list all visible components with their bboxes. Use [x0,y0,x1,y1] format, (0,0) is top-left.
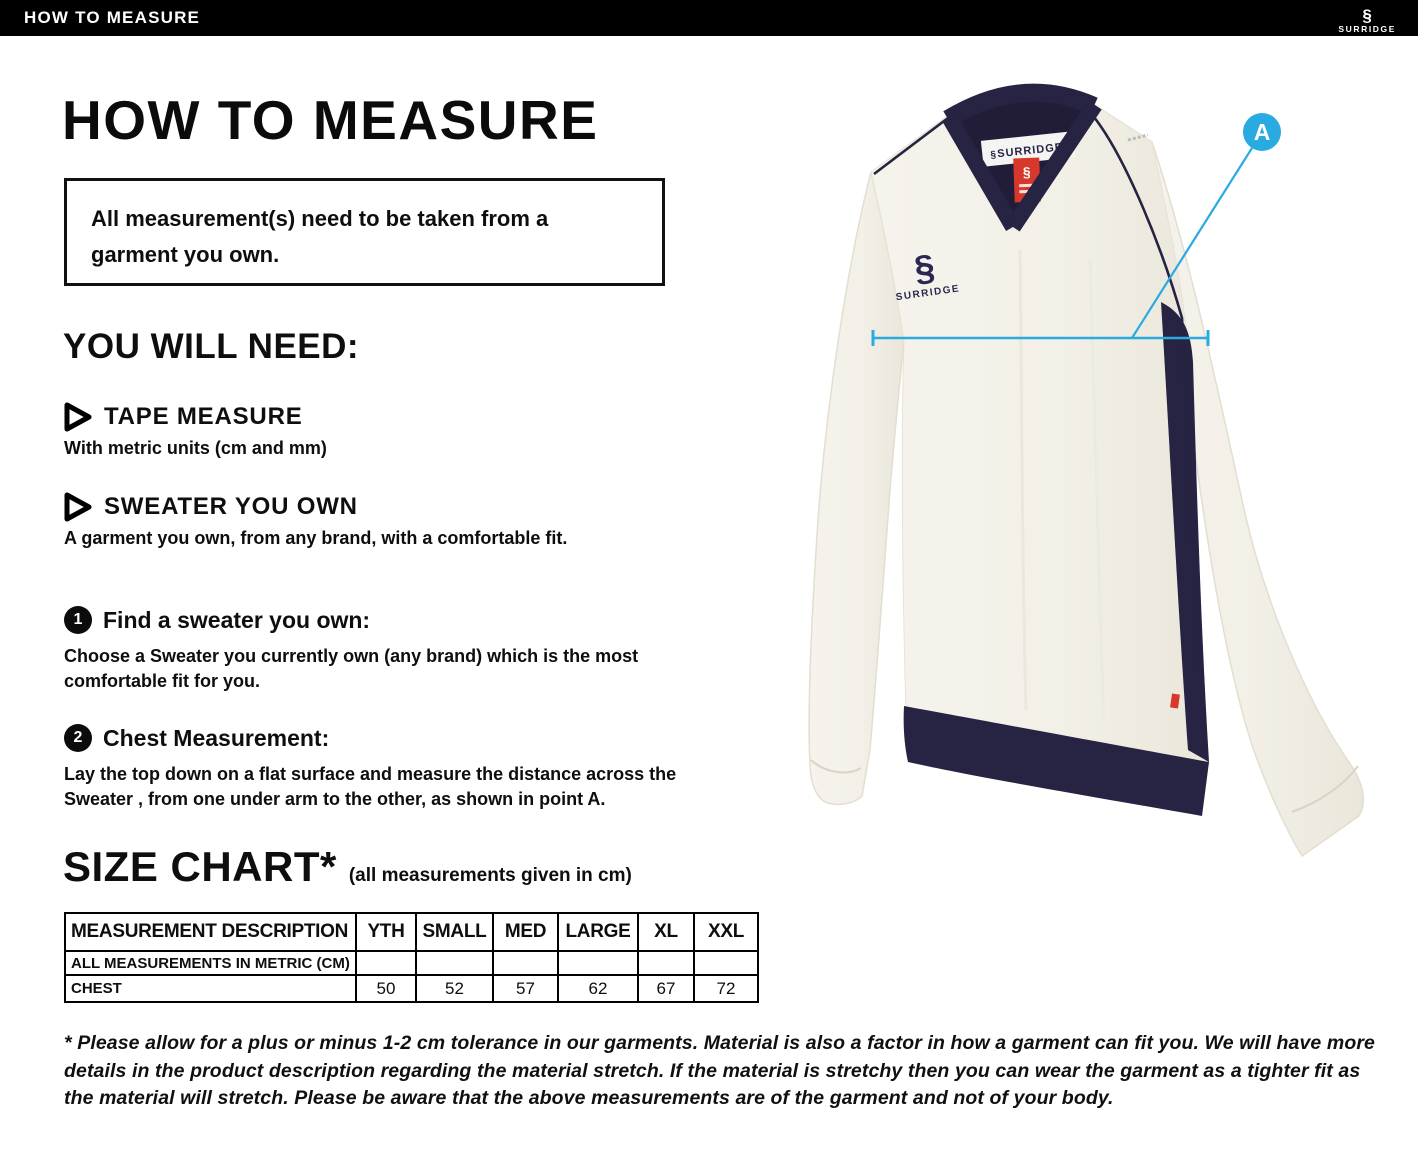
sweater-illustration: § SURRIDGE § § § SURRIDGE A [808,83,1365,858]
measurement-overlay: A [871,113,1281,346]
shoulder-stitching [1127,133,1149,142]
marker-leader-line [1131,147,1253,339]
neck-label-glyph-left: § [990,149,997,161]
navy-side-panel [1161,302,1209,762]
fabric-fold [1088,259,1106,719]
header-cell: MED [492,912,559,952]
value-cell [415,950,494,976]
need-item-description: A garment you own, from any brand, with … [64,528,568,548]
top-bar: HOW TO MEASURE § SURRIDGE [0,0,1418,36]
value-cell: 62 [557,974,639,1003]
header-cell: XXL [693,912,759,952]
value-cell: 52 [415,974,494,1003]
value-cell [637,950,695,976]
triangle-bullet-icon [64,492,92,522]
size-chart-title: SIZE CHART* [63,843,337,890]
step-description: Choose a Sweater you currently own (any … [64,646,639,691]
step-2: 2 Chest Measurement: Lay the top down on… [64,724,724,812]
top-bar-title: HOW TO MEASURE [24,8,201,27]
step-description: Lay the top down on a flat surface and m… [64,764,677,809]
right-cuff-seam [1291,765,1359,813]
value-cell: 72 [693,974,759,1003]
tolerance-disclaimer: * Please allow for a plus or minus 1-2 c… [64,1032,1375,1110]
surridge-logo: § SURRIDGE [1338,7,1396,34]
header-cell: LARGE [557,912,639,952]
red-side-tag [1170,693,1180,709]
value-cell [693,950,759,976]
row-label-cell: ALL MEASUREMENTS IN METRIC (CM) [64,950,357,976]
page-title: HOW TO MEASURE [62,89,599,151]
table-row-metric: ALL MEASUREMENTS IN METRIC (CM) [64,950,759,976]
triangle-bullet-icon [64,402,92,432]
size-chart-heading: SIZE CHART* (all measurements given in c… [63,843,632,891]
header-cell: YTH [355,912,417,952]
header-cell: SMALL [415,912,494,952]
marker-a-label: A [1254,119,1271,145]
navy-waistband [903,706,1209,816]
measurement-note: All measurement(s) need to be taken from… [64,178,665,286]
surridge-s-icon: § [1362,5,1372,25]
collar-back-band [943,83,1098,127]
need-item-description: With metric units (cm and mm) [64,438,327,458]
value-cell: 50 [355,974,417,1003]
step-number-badge: 1 [64,606,92,634]
value-cell [557,950,639,976]
right-raglan-piping [1087,109,1209,759]
marker-a-circle [1243,113,1281,151]
need-item-sweater: SWEATER YOU OWN A garment you own, from … [64,492,567,549]
collar-right-band [1006,100,1102,232]
value-cell [355,950,417,976]
left-cuff-seam [810,759,862,774]
step-number-badge: 2 [64,724,92,752]
size-chart-table: MEASUREMENT DESCRIPTION YTH SMALL MED LA… [64,912,759,1003]
table-header-row: MEASUREMENT DESCRIPTION YTH SMALL MED LA… [64,912,759,952]
collar-left-band [942,112,1020,232]
sweater-body [870,103,1210,765]
step-title: Find a sweater you own: [103,606,371,633]
fabric-fold [1018,249,1028,711]
value-cell: 57 [492,974,559,1003]
value-cell [492,950,559,976]
red-tag-logo-glyph: § [1023,164,1032,180]
sweater-left-sleeve [808,171,905,806]
sweater-photo: § SURRIDGE § § § SURRIDGE A [790,50,1410,880]
need-item-title: TAPE MEASURE [104,403,303,430]
value-cell: 67 [637,974,695,1003]
left-raglan-piping [873,116,949,176]
surridge-logo-text: SURRIDGE [1338,23,1396,34]
need-item-tape-measure: TAPE MEASURE With metric units (cm and m… [64,402,327,459]
step-1: 1 Find a sweater you own: Choose a Sweat… [64,606,724,694]
header-cell: XL [637,912,695,952]
row-label-cell: CHEST [64,974,357,1003]
you-will-need-heading: YOU WILL NEED: [63,327,360,366]
step-title: Chest Measurement: [103,724,330,751]
need-item-title: SWEATER YOU OWN [104,493,358,520]
table-row-chest: CHEST 50 52 57 62 67 72 [64,974,759,1003]
header-cell: MEASUREMENT DESCRIPTION [64,912,357,952]
size-chart-subtitle: (all measurements given in cm) [348,865,632,886]
